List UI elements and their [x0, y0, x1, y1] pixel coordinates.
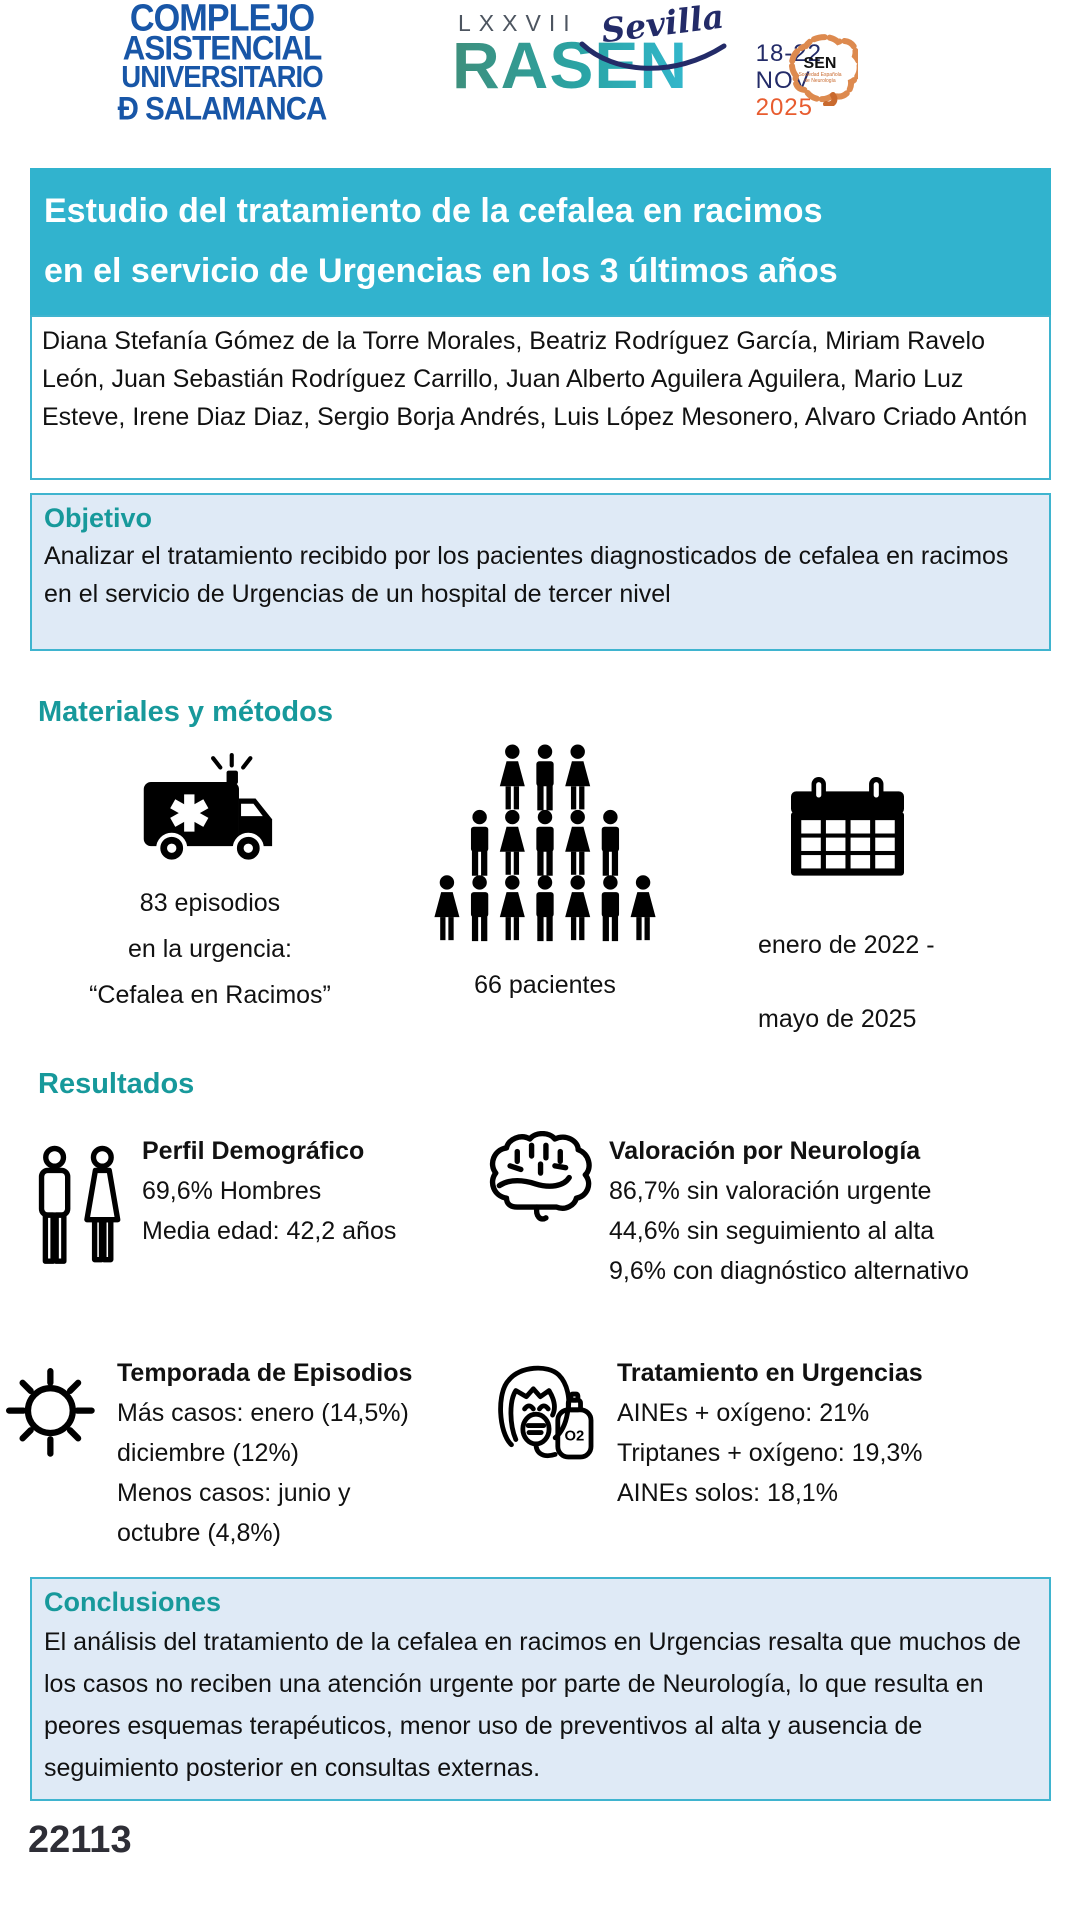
sen-subtitle: de Neurología [804, 78, 836, 84]
oxygen-mask-icon: O2 [498, 1365, 594, 1460]
methods-episodes-line: 83 episodios [139, 889, 281, 917]
objective-text: Analizar el tratamiento recibido por los… [44, 542, 1009, 608]
icon-wrap [30, 1131, 130, 1291]
calendar-icon [791, 777, 904, 876]
o2-label: O2 [565, 1428, 585, 1444]
hospital-logo-line: Ð SALAMANCA [117, 90, 328, 127]
ambulance-icon [143, 753, 273, 864]
result-line: Menos casos: junio y [117, 1479, 351, 1507]
result-item-treatment: O2 Tratamiento en Urgencias AINEs + oxíg… [452, 1353, 1081, 1553]
hospital-logo: COMPLEJO ASISTENCIAL UNIVERSITARIO Ð SAL… [61, 0, 384, 127]
result-line: AINEs solos: 18,1% [617, 1479, 838, 1507]
result-text: Valoración por Neurología 86,7% sin valo… [609, 1131, 969, 1291]
result-item-demographics: Perfil Demográfico 69,6% Hombres Media e… [0, 1131, 452, 1291]
methods-item-episodes: 83 episodios en la urgencia: “Cefalea en… [30, 751, 390, 1023]
result-line: octubre (4,8%) [117, 1519, 281, 1547]
methods-period-line: enero de 2022 - [758, 931, 935, 959]
methods-item-patients: 66 pacientes [390, 744, 700, 1023]
methods-episodes-line: “Cefalea en Racimos” [89, 981, 331, 1009]
conclusions-text: El análisis del tratamiento de la cefale… [44, 1628, 1021, 1782]
poster-title-bar: Estudio del tratamiento de la cefalea en… [30, 168, 1051, 315]
poster-title-line2: en el servicio de Urgencias en los 3 últ… [44, 252, 838, 290]
icon-wrap [485, 1130, 597, 1238]
objective-heading: Objetivo [44, 503, 153, 533]
sen-logo: SEN Sociedad Española de Neurología [782, 34, 863, 108]
result-line: 44,6% sin seguimiento al alta [609, 1217, 935, 1245]
authors-box: Diana Stefanía Gómez de la Torre Morales… [30, 315, 1051, 480]
result-text: Temporada de Episodios Más casos: enero … [117, 1353, 412, 1553]
hospital-logo-line: UNIVERSITARIO [121, 60, 323, 95]
methods-heading: Materiales y métodos [38, 696, 333, 728]
brain-icon [489, 1130, 592, 1222]
sen-subtitle: Sociedad Española [798, 72, 842, 78]
methods-patients-line: 66 pacientes [474, 971, 616, 999]
result-line: Más casos: enero (14,5%) [117, 1399, 409, 1427]
result-text: Tratamiento en Urgencias AINEs + oxígeno… [617, 1353, 923, 1513]
methods-period-line: mayo de 2025 [758, 1005, 917, 1033]
icon-wrap [2, 1363, 105, 1473]
hospital-logo-line: ASISTENCIAL [122, 28, 323, 68]
patients-pyramid-icon [434, 744, 656, 942]
result-line: AINEs + oxígeno: 21% [617, 1399, 870, 1427]
result-line: diciembre (12%) [117, 1439, 300, 1467]
results-heading: Resultados [38, 1068, 195, 1100]
result-line: Triptanes + oxígeno: 19,3% [617, 1439, 923, 1467]
methods-episodes-line: en la urgencia: [127, 935, 292, 963]
result-line: 86,7% sin valoración urgente [609, 1177, 932, 1205]
poster-id: 22113 [28, 1819, 132, 1861]
methods-row: 83 episodios en la urgencia: “Cefalea en… [30, 744, 1081, 1033]
congress-name: RASEN [452, 28, 689, 102]
hospital-logo-line: COMPLEJO [129, 0, 315, 39]
sen-text: SEN Sociedad Española de Neurología [797, 55, 843, 85]
result-text: Perfil Demográfico 69,6% Hombres Media e… [142, 1131, 396, 1251]
methods-item-period: enero de 2022 - mayo de 2025 [700, 751, 1081, 1033]
conclusions-box: Conclusiones El análisis del tratamiento… [30, 1577, 1051, 1801]
objective-box: Objetivo Analizar el tratamiento recibid… [30, 493, 1051, 651]
congress-numeral: LXXVII [458, 10, 578, 36]
result-line: 69,6% Hombres [142, 1177, 322, 1205]
results-grid: Perfil Demográfico 69,6% Hombres Media e… [0, 1130, 1081, 1553]
result-title: Temporada de Episodios [117, 1359, 413, 1387]
poster-title-line1: Estudio del tratamiento de la cefalea en… [44, 192, 823, 230]
icon-wrap: O2 [487, 1353, 605, 1476]
result-line: 9,6% con diagnóstico alternativo [609, 1257, 969, 1285]
conclusions-heading: Conclusiones [44, 1587, 222, 1617]
congress-logo: LXXVII RASEN Sevilla 18-22 NOV 2025 [452, 0, 821, 121]
sevilla-swoosh-icon [579, 41, 727, 71]
header: COMPLEJO ASISTENCIAL UNIVERSITARIO Ð SAL… [0, 0, 1081, 130]
man-woman-icon [38, 1145, 121, 1264]
result-item-season: Temporada de Episodios Más casos: enero … [0, 1353, 452, 1553]
result-line: Media edad: 42,2 años [142, 1217, 397, 1245]
sen-acronym: SEN [803, 55, 837, 72]
congress-year: 2025 [755, 94, 813, 121]
result-title: Tratamiento en Urgencias [617, 1359, 923, 1387]
result-title: Valoración por Neurología [609, 1137, 921, 1165]
result-title: Perfil Demográfico [142, 1137, 365, 1165]
result-item-neurology: Valoración por Neurología 86,7% sin valo… [452, 1130, 1081, 1291]
sun-icon [6, 1368, 95, 1457]
